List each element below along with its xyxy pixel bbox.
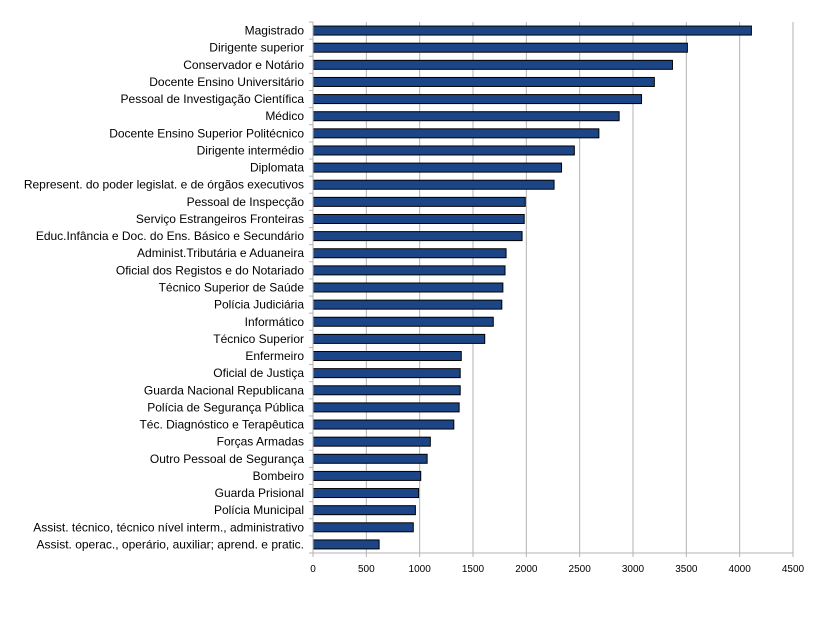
category-label: Pessoal de Inspecção xyxy=(187,195,305,209)
bar xyxy=(312,282,504,293)
x-tick-label: 2500 xyxy=(569,564,592,575)
bar xyxy=(312,42,688,53)
category-label: Dirigente intermédio xyxy=(197,143,305,157)
bar xyxy=(312,522,414,533)
category-label: Docente Ensino Superior Politécnico xyxy=(109,126,304,140)
bar xyxy=(312,505,416,516)
bar xyxy=(312,59,673,70)
x-tick-label: 500 xyxy=(358,564,375,575)
category-label: Outro Pessoal de Segurança xyxy=(150,452,304,466)
bars xyxy=(312,25,752,550)
bar xyxy=(312,299,503,310)
x-tick-label: 1500 xyxy=(462,564,485,575)
bar xyxy=(312,162,563,173)
category-labels: Magistrado Dirigente superior Conservador… xyxy=(24,24,304,552)
x-tick-labels: 0 500 1000 1500 2000 2500 3000 3500 4000 4500 xyxy=(310,564,804,575)
category-label: Conservador e Notário xyxy=(183,58,304,72)
category-label: Diplomata xyxy=(250,161,304,175)
category-label: Técnico Superior xyxy=(213,332,304,346)
category-label: Médico xyxy=(265,109,304,123)
category-label: Téc. Diagnóstico e Terapêutica xyxy=(139,418,304,432)
bar xyxy=(312,316,494,327)
bar xyxy=(312,470,422,481)
bar xyxy=(312,94,643,105)
bar xyxy=(312,76,655,87)
bar xyxy=(312,351,462,362)
category-label: Oficial dos Registos e do Notariado xyxy=(116,263,304,277)
grid-lines xyxy=(312,22,794,557)
category-label: Dirigente superior xyxy=(209,41,304,55)
bar xyxy=(312,25,752,36)
bar xyxy=(312,453,428,464)
x-tick-label: 4000 xyxy=(729,564,752,575)
bar xyxy=(312,488,420,499)
category-label: Assist. técnico, técnico nível interm., … xyxy=(33,520,304,534)
category-label: Enfermeiro xyxy=(245,349,304,363)
category-label: Pessoal de Investigação Científica xyxy=(121,92,305,106)
category-label: Magistrado xyxy=(245,24,305,38)
axes xyxy=(309,21,793,554)
x-tick-label: 3000 xyxy=(622,564,645,575)
category-label: Represent. do poder legislat. e de órgão… xyxy=(24,178,304,192)
category-label: Informático xyxy=(245,315,305,329)
bar xyxy=(312,111,620,122)
x-tick-label: 4500 xyxy=(782,564,805,575)
bar xyxy=(312,248,507,259)
bar xyxy=(312,539,380,550)
bar xyxy=(312,419,455,430)
category-label: Serviço Estrangeiros Fronteiras xyxy=(136,212,304,226)
bar xyxy=(312,179,555,190)
x-tick-label: 3500 xyxy=(675,564,698,575)
category-label: Docente Ensino Universitário xyxy=(149,75,304,89)
category-label: Forças Armadas xyxy=(217,435,304,449)
category-label: Técnico Superior de Saúde xyxy=(159,281,305,295)
x-tick-label: 1000 xyxy=(409,564,432,575)
category-label: Educ.Infância e Doc. do Ens. Básico e Se… xyxy=(36,229,304,243)
bar xyxy=(312,145,575,156)
category-label: Polícia Judiciária xyxy=(214,298,304,312)
bar xyxy=(312,436,431,447)
bar xyxy=(312,385,461,396)
bar xyxy=(312,231,523,242)
x-tick-label: 0 xyxy=(310,564,316,575)
category-label: Polícia Municipal xyxy=(214,503,304,517)
x-tick-label: 2000 xyxy=(515,564,538,575)
bar xyxy=(312,265,506,276)
bar xyxy=(312,368,461,379)
category-label: Guarda Nacional Republicana xyxy=(144,383,304,397)
bar xyxy=(312,402,460,413)
bar xyxy=(312,213,525,224)
bar xyxy=(312,128,600,139)
bar xyxy=(312,196,526,207)
category-label: Guarda Prisional xyxy=(215,486,304,500)
category-label: Oficial de Justiça xyxy=(213,366,304,380)
category-label: Administ.Tributária e Aduaneira xyxy=(137,246,304,260)
category-label: Assist. operac., operário, auxiliar; apr… xyxy=(37,537,304,551)
category-label: Polícia de Segurança Pública xyxy=(147,400,304,414)
bar xyxy=(312,333,486,344)
category-label: Bombeiro xyxy=(253,469,305,483)
